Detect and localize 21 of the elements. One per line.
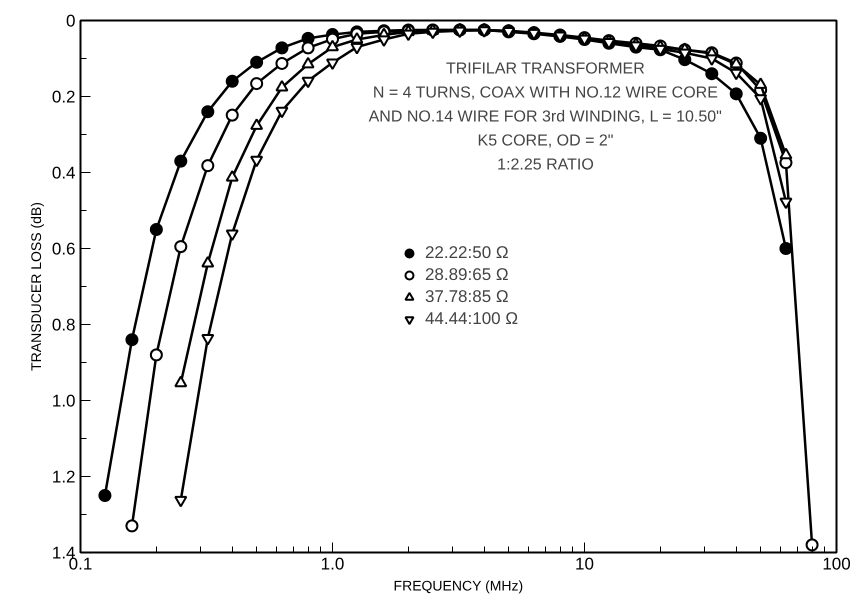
x-axis-title: FREQUENCY (MHz) [394, 578, 524, 594]
annotation: N = 4 TURNS, COAX WITH NO.12 WIRE CORE [372, 84, 718, 102]
y-axis-title: TRANSDUCER LOSS (dB) [28, 202, 44, 371]
y-tick-label: 0.2 [52, 88, 76, 106]
legend-label: 37.78:85 Ω [424, 287, 509, 307]
legend-label: 22.22:50 Ω [424, 243, 509, 263]
x-tick-label: 1.0 [320, 554, 344, 574]
y-tick-label: 0.6 [52, 240, 76, 258]
y-tick-label: 0.8 [52, 316, 76, 334]
annotation: 1:2.25 RATIO [497, 156, 594, 174]
annotation: K5 CORE, OD = 2" [478, 132, 614, 150]
x-tick-label: 100 [822, 554, 851, 574]
annotation: TRIFILAR TRANSFORMER [446, 60, 645, 78]
annotation: AND NO.14 WIRE FOR 3rd WINDING, L = 10.50" [368, 108, 722, 126]
y-tick-label: 1.0 [52, 392, 76, 410]
legend-label: 44.44:100 Ω [424, 309, 518, 329]
legend-label: 28.89:65 Ω [424, 265, 509, 285]
y-tick-label: 0.4 [52, 164, 76, 182]
y-tick-label: 0 [66, 12, 76, 30]
x-tick-label: 10 [575, 554, 594, 574]
y-tick-label: 1.2 [52, 468, 76, 486]
